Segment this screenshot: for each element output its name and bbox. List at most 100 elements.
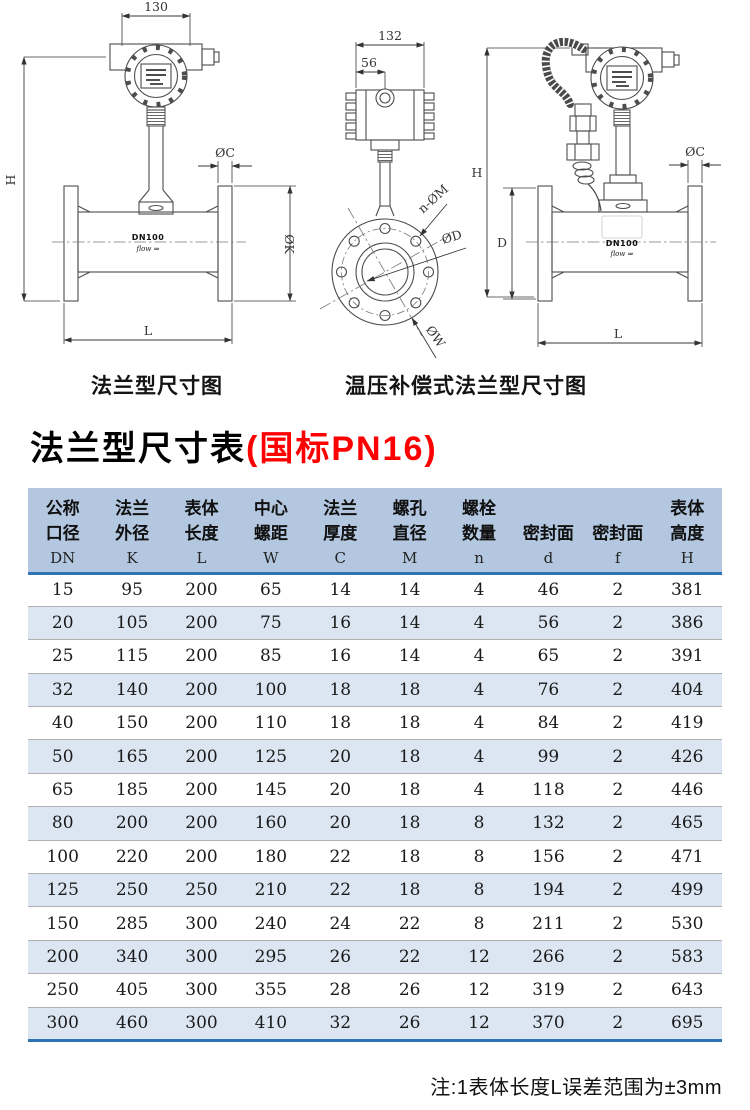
table-cell: 465 [671, 813, 704, 834]
table-cell: 426 [671, 746, 704, 767]
flow-direction-label: flow ⇒ [610, 250, 634, 258]
table-cell: 200 [46, 946, 79, 967]
table-cell: 2 [612, 679, 624, 700]
table-cell: 2 [612, 646, 624, 667]
table-cell: 4 [473, 780, 485, 801]
table-cell: 210 [254, 880, 288, 901]
table-cell: 25 [51, 646, 74, 667]
table-cell: 295 [254, 946, 288, 967]
table-cell: 300 [185, 1013, 218, 1034]
column-header-H: 表体 高度 H [670, 499, 705, 567]
table-cell: 643 [671, 980, 704, 1001]
table-cell: 2 [612, 846, 624, 867]
caption-flange-view: 法兰型尺寸图 [91, 375, 223, 398]
table-cell: 12 [468, 1013, 490, 1034]
table-cell: 28 [329, 980, 352, 1001]
table-cell: 2 [612, 580, 624, 601]
stem-front [375, 149, 395, 217]
table-cell: 4 [473, 713, 485, 734]
table-cell: 65 [51, 780, 74, 801]
page-title-main: 法兰型尺寸表 [30, 430, 246, 468]
table-cell: 20 [329, 746, 352, 767]
dim-56: 56 [355, 55, 386, 90]
table-cell: 16 [329, 613, 352, 634]
dim-56-label: 56 [361, 55, 377, 70]
table-cell: 12 [468, 946, 490, 967]
table-cell: 12 [468, 980, 490, 1001]
table-row-dn-20: 20 105 200 75 16 14 4 56 2 386 [28, 606, 722, 640]
table-cell: 200 [185, 713, 218, 734]
table-cell: 2 [612, 613, 624, 634]
table-cell: 16 [329, 646, 352, 667]
table-cell: 18 [398, 713, 421, 734]
technical-drawings: 130 [3, 0, 721, 359]
dim-L-left: L [63, 303, 233, 344]
table-cell: 200 [185, 613, 218, 634]
column-header-L: 表体 长度 L [184, 499, 219, 567]
table-row-dn-150: 150 285 300 240 24 22 8 211 2 530 [28, 907, 722, 941]
table-cell: 46 [537, 580, 560, 601]
table-cell: 4 [473, 646, 485, 667]
dim-H-left: H [3, 56, 106, 302]
table-cell: 85 [260, 646, 282, 667]
table-cell: 446 [671, 780, 704, 801]
page-title-standard: (国标PN16) [246, 430, 438, 468]
table-cell: 125 [46, 880, 79, 901]
table-cell: 56 [537, 613, 560, 634]
table-cell: 150 [115, 713, 149, 734]
column-header-f: 密封面 f [592, 523, 644, 567]
table-row-dn-200: 200 340 300 295 26 22 12 266 2 583 [28, 940, 722, 974]
table-cell: 200 [185, 780, 218, 801]
dim-H-label: H [3, 174, 18, 185]
table-cell: 150 [46, 913, 79, 934]
dim-L-label: L [144, 323, 152, 338]
table-cell: 100 [254, 679, 288, 700]
table-cell: 530 [671, 913, 704, 934]
column-header-W: 中心 螺距 W [253, 499, 288, 567]
table-cell: 8 [473, 880, 485, 901]
table-row-dn-125: 125 250 250 210 22 18 8 194 2 499 [28, 873, 722, 907]
table-cell: 14 [398, 646, 421, 667]
table-cell: 200 [185, 813, 218, 834]
sensor-neck [138, 106, 174, 215]
table-cell: 370 [532, 1013, 565, 1034]
meter-body: DN100 flow ⇒ [52, 185, 246, 302]
dimension-table: 公称 口径 DN 法兰 外径 K 表体 长度 L 中心 螺距 W 法兰 厚度 C 螺孔 直径 M 螺栓 数量 n 密封面 d… [28, 488, 722, 1042]
table-cell: 20 [329, 813, 352, 834]
table-cell: 386 [671, 613, 704, 634]
table-cell: 285 [115, 913, 149, 934]
table-cell: 65 [537, 646, 560, 667]
dim-flange-od: ØK [234, 185, 297, 302]
table-cell: 118 [532, 780, 565, 801]
table-cell: 18 [329, 713, 352, 734]
table-cell: 2 [612, 946, 624, 967]
table-cell: 8 [473, 813, 485, 834]
table-cell: 65 [260, 580, 282, 601]
table-cell: 200 [185, 746, 218, 767]
dim-flange-thickness: ØC [198, 145, 252, 183]
table-cell: 18 [398, 746, 421, 767]
table-cell: 160 [254, 813, 288, 834]
dim-L-right: L [537, 303, 703, 347]
table-cell: 8 [473, 846, 485, 867]
pressure-hose [541, 37, 589, 108]
table-row-dn-50: 50 165 200 125 20 18 4 99 2 426 [28, 739, 722, 774]
table-row-dn-300: 300 460 300 410 32 26 12 370 2 695 [28, 1007, 722, 1041]
table-cell: 80 [51, 813, 74, 834]
table-cell: 18 [398, 679, 421, 700]
column-header-DN: 公称 口径 DN [45, 499, 80, 567]
dim-C-label: ØC [685, 144, 705, 159]
table-cell: 18 [398, 780, 421, 801]
table-cell: 695 [671, 1013, 704, 1034]
compensated-type-drawing: H [472, 37, 721, 347]
table-cell: 2 [612, 713, 624, 734]
dim-W-circle-label: ØW [423, 323, 449, 351]
table-cell: 2 [612, 880, 624, 901]
table-row-dn-100: 100 220 200 180 22 18 8 156 2 471 [28, 840, 722, 874]
dim-nM-label: n-ØM [415, 181, 451, 216]
table-cell: 22 [398, 913, 421, 934]
dim-flange-thickness: ØC [669, 144, 721, 183]
table-cell: 180 [254, 846, 288, 867]
table-cell: 194 [532, 880, 565, 901]
table-cell: 105 [115, 613, 149, 634]
